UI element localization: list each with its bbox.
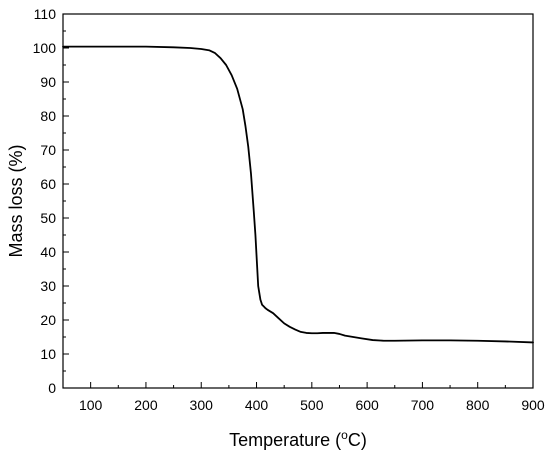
y-tick-label: 0 bbox=[48, 380, 56, 396]
y-tick-label: 20 bbox=[40, 312, 56, 328]
x-axis-title-tail: C) bbox=[348, 430, 367, 450]
x-tick-label: 800 bbox=[466, 397, 490, 413]
x-tick-label: 200 bbox=[134, 397, 158, 413]
x-tick-label: 900 bbox=[521, 397, 545, 413]
plot-area bbox=[62, 13, 534, 389]
x-tick-label: 400 bbox=[245, 397, 269, 413]
y-tick-label: 110 bbox=[34, 6, 57, 22]
y-tick-label: 80 bbox=[40, 108, 56, 124]
x-axis-title-main: Temperature ( bbox=[229, 430, 341, 450]
x-tick-label: 600 bbox=[355, 397, 379, 413]
plot-frame bbox=[62, 13, 534, 389]
y-tick-label: 50 bbox=[40, 210, 56, 226]
y-tick-label: 30 bbox=[40, 278, 56, 294]
x-tick-label: 500 bbox=[300, 397, 324, 413]
axis-ticks: 100 200 300 400 500 600 700 800 900 0 10 20 30 40 50 60… bbox=[33, 6, 545, 413]
x-tick-label: 100 bbox=[79, 397, 103, 413]
y-tick-label: 60 bbox=[40, 176, 56, 192]
y-tick-label: 100 bbox=[33, 40, 57, 56]
y-tick-label: 90 bbox=[40, 74, 56, 90]
y-tick-label: 40 bbox=[40, 244, 56, 260]
y-tick-label: 70 bbox=[40, 142, 56, 158]
x-axis-title-superscript: o bbox=[341, 428, 348, 442]
mass-loss-line bbox=[62, 45, 534, 344]
x-axis-title: Temperature (oC) bbox=[229, 428, 367, 450]
x-tick-label: 700 bbox=[411, 397, 435, 413]
y-tick-label: 10 bbox=[40, 346, 56, 362]
x-tick-label: 300 bbox=[190, 397, 214, 413]
y-axis-title: Mass loss (%) bbox=[6, 144, 26, 257]
